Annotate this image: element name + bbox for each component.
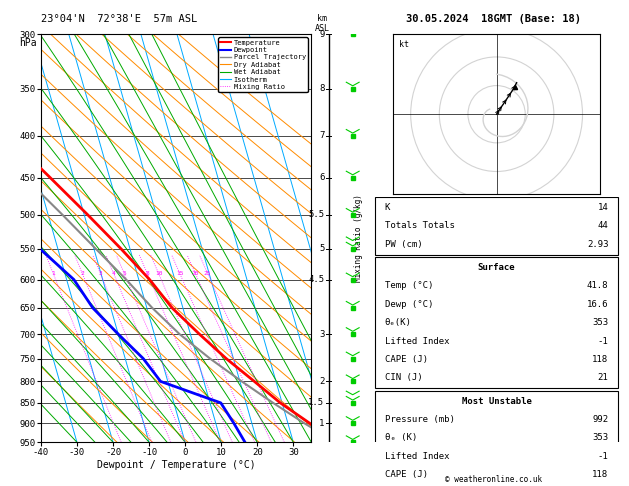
Text: 30.05.2024  18GMT (Base: 18): 30.05.2024 18GMT (Base: 18) [406, 14, 581, 24]
Text: 2.93: 2.93 [587, 240, 608, 248]
Text: 20: 20 [192, 271, 199, 276]
X-axis label: Dewpoint / Temperature (°C): Dewpoint / Temperature (°C) [97, 460, 255, 469]
Text: 25: 25 [204, 271, 211, 276]
Text: CAPE (J): CAPE (J) [385, 355, 428, 364]
Legend: Temperature, Dewpoint, Parcel Trajectory, Dry Adiabat, Wet Adiabat, Isotherm, Mi: Temperature, Dewpoint, Parcel Trajectory… [218, 37, 308, 92]
Text: Surface: Surface [478, 263, 515, 272]
Text: hPa: hPa [19, 38, 37, 48]
Text: kt: kt [399, 40, 409, 49]
Text: 9: 9 [319, 30, 325, 38]
Text: 3: 3 [319, 330, 325, 339]
Text: θₑ(K): θₑ(K) [385, 318, 411, 327]
Text: Temp (°C): Temp (°C) [385, 281, 433, 290]
Text: Most Unstable: Most Unstable [462, 397, 532, 406]
Text: 5: 5 [123, 271, 126, 276]
Text: 1: 1 [52, 271, 55, 276]
Text: 118: 118 [593, 470, 608, 479]
Text: 10: 10 [155, 271, 162, 276]
Bar [375, 197, 618, 255]
Text: 2: 2 [81, 271, 84, 276]
Text: 44: 44 [598, 221, 608, 230]
Bar [375, 391, 618, 486]
Text: 353: 353 [593, 434, 608, 442]
Text: Mixing Ratio (g/kg): Mixing Ratio (g/kg) [353, 194, 362, 282]
Text: 4: 4 [112, 271, 116, 276]
Text: 1: 1 [319, 418, 325, 428]
Text: 8: 8 [319, 84, 325, 93]
Text: 6: 6 [319, 173, 325, 182]
Text: 2: 2 [319, 377, 325, 386]
Text: 1.5: 1.5 [308, 399, 325, 407]
Text: 3: 3 [99, 271, 103, 276]
Text: 4.5: 4.5 [308, 275, 325, 284]
Text: 5: 5 [319, 244, 325, 253]
Text: 353: 353 [593, 318, 608, 327]
Text: © weatheronline.co.uk: © weatheronline.co.uk [445, 474, 542, 484]
Text: 5.5: 5.5 [308, 210, 325, 220]
Text: K: K [385, 203, 390, 212]
Text: Dewp (°C): Dewp (°C) [385, 300, 433, 309]
Text: 14: 14 [598, 203, 608, 212]
Text: -1: -1 [598, 452, 608, 461]
Text: 41.8: 41.8 [587, 281, 608, 290]
Text: 16.6: 16.6 [587, 300, 608, 309]
Text: Lifted Index: Lifted Index [385, 336, 449, 346]
Text: 118: 118 [593, 355, 608, 364]
Text: km
ASL: km ASL [314, 14, 330, 34]
Text: CIN (J): CIN (J) [385, 373, 423, 382]
Text: Totals Totals: Totals Totals [385, 221, 455, 230]
Text: 992: 992 [593, 415, 608, 424]
Text: 15: 15 [176, 271, 184, 276]
Text: θₑ (K): θₑ (K) [385, 434, 417, 442]
Text: Lifted Index: Lifted Index [385, 452, 449, 461]
Text: 23°04'N  72°38'E  57m ASL: 23°04'N 72°38'E 57m ASL [41, 14, 197, 24]
Text: 7: 7 [319, 131, 325, 140]
Bar [375, 257, 618, 388]
Text: CAPE (J): CAPE (J) [385, 470, 428, 479]
Text: PW (cm): PW (cm) [385, 240, 423, 248]
Text: 8: 8 [145, 271, 149, 276]
Text: Pressure (mb): Pressure (mb) [385, 415, 455, 424]
Text: 21: 21 [598, 373, 608, 382]
Text: -1: -1 [598, 336, 608, 346]
